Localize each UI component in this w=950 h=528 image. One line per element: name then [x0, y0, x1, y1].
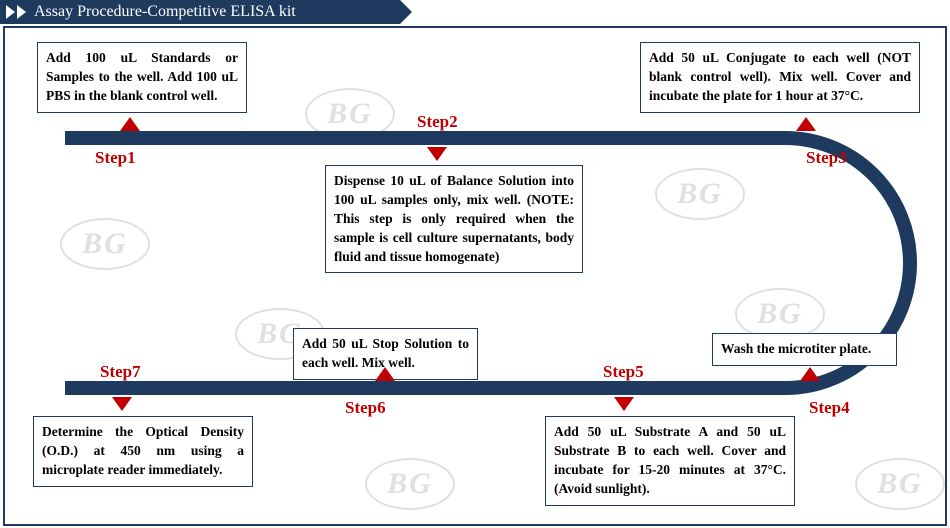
- step2-box: Dispense 10 uL of Balance Solution into …: [325, 165, 583, 273]
- header-bar: Assay Procedure-Competitive ELISA kit: [0, 0, 950, 24]
- step4-text: Wash the microtiter plate.: [721, 341, 871, 356]
- step6-text: Add 50 uL Stop Solution to each well. Mi…: [302, 336, 469, 370]
- watermark-logo: BG: [60, 218, 150, 270]
- watermark-logo: BG: [365, 458, 455, 510]
- step7-label: Step7: [100, 362, 141, 382]
- header-title: Assay Procedure-Competitive ELISA kit: [34, 3, 296, 21]
- step4-box: Wash the microtiter plate.: [712, 333, 897, 366]
- step2-arrow: [427, 147, 447, 161]
- step1-arrow: [120, 117, 140, 131]
- step7-text: Determine the Optical Density (O.D.) at …: [42, 424, 244, 477]
- step1-box: Add 100 uL Standards or Samples to the w…: [37, 42, 247, 113]
- step5-arrow: [614, 397, 634, 411]
- chevron-icon: [6, 5, 15, 19]
- watermark-logo: BG: [855, 458, 945, 510]
- step3-arrow: [796, 117, 816, 131]
- step2-text: Dispense 10 uL of Balance Solution into …: [334, 173, 574, 264]
- step5-text: Add 50 uL Substrate A and 50 uL Substrat…: [554, 424, 786, 496]
- watermark-logo: BG: [655, 168, 745, 220]
- chevron-icon: [17, 5, 26, 19]
- step7-arrow: [112, 397, 132, 411]
- step3-label: Step3: [806, 148, 847, 168]
- diagram-canvas: BGBGBGBGBGBGBGBG Add 100 uL Standards or…: [3, 26, 947, 526]
- step3-text: Add 50 uL Conjugate to each well (NOT bl…: [649, 50, 911, 103]
- step6-label: Step6: [345, 398, 386, 418]
- step3-box: Add 50 uL Conjugate to each well (NOT bl…: [640, 42, 920, 113]
- step5-label: Step5: [603, 362, 644, 382]
- step2-label: Step2: [417, 112, 458, 132]
- step5-box: Add 50 uL Substrate A and 50 uL Substrat…: [545, 416, 795, 506]
- step4-arrow: [800, 367, 820, 381]
- step7-box: Determine the Optical Density (O.D.) at …: [33, 416, 253, 487]
- step4-label: Step4: [809, 398, 850, 418]
- watermark-logo: BG: [305, 88, 395, 140]
- step1-text: Add 100 uL Standards or Samples to the w…: [46, 50, 238, 103]
- step1-label: Step1: [95, 148, 136, 168]
- step6-arrow: [375, 367, 395, 381]
